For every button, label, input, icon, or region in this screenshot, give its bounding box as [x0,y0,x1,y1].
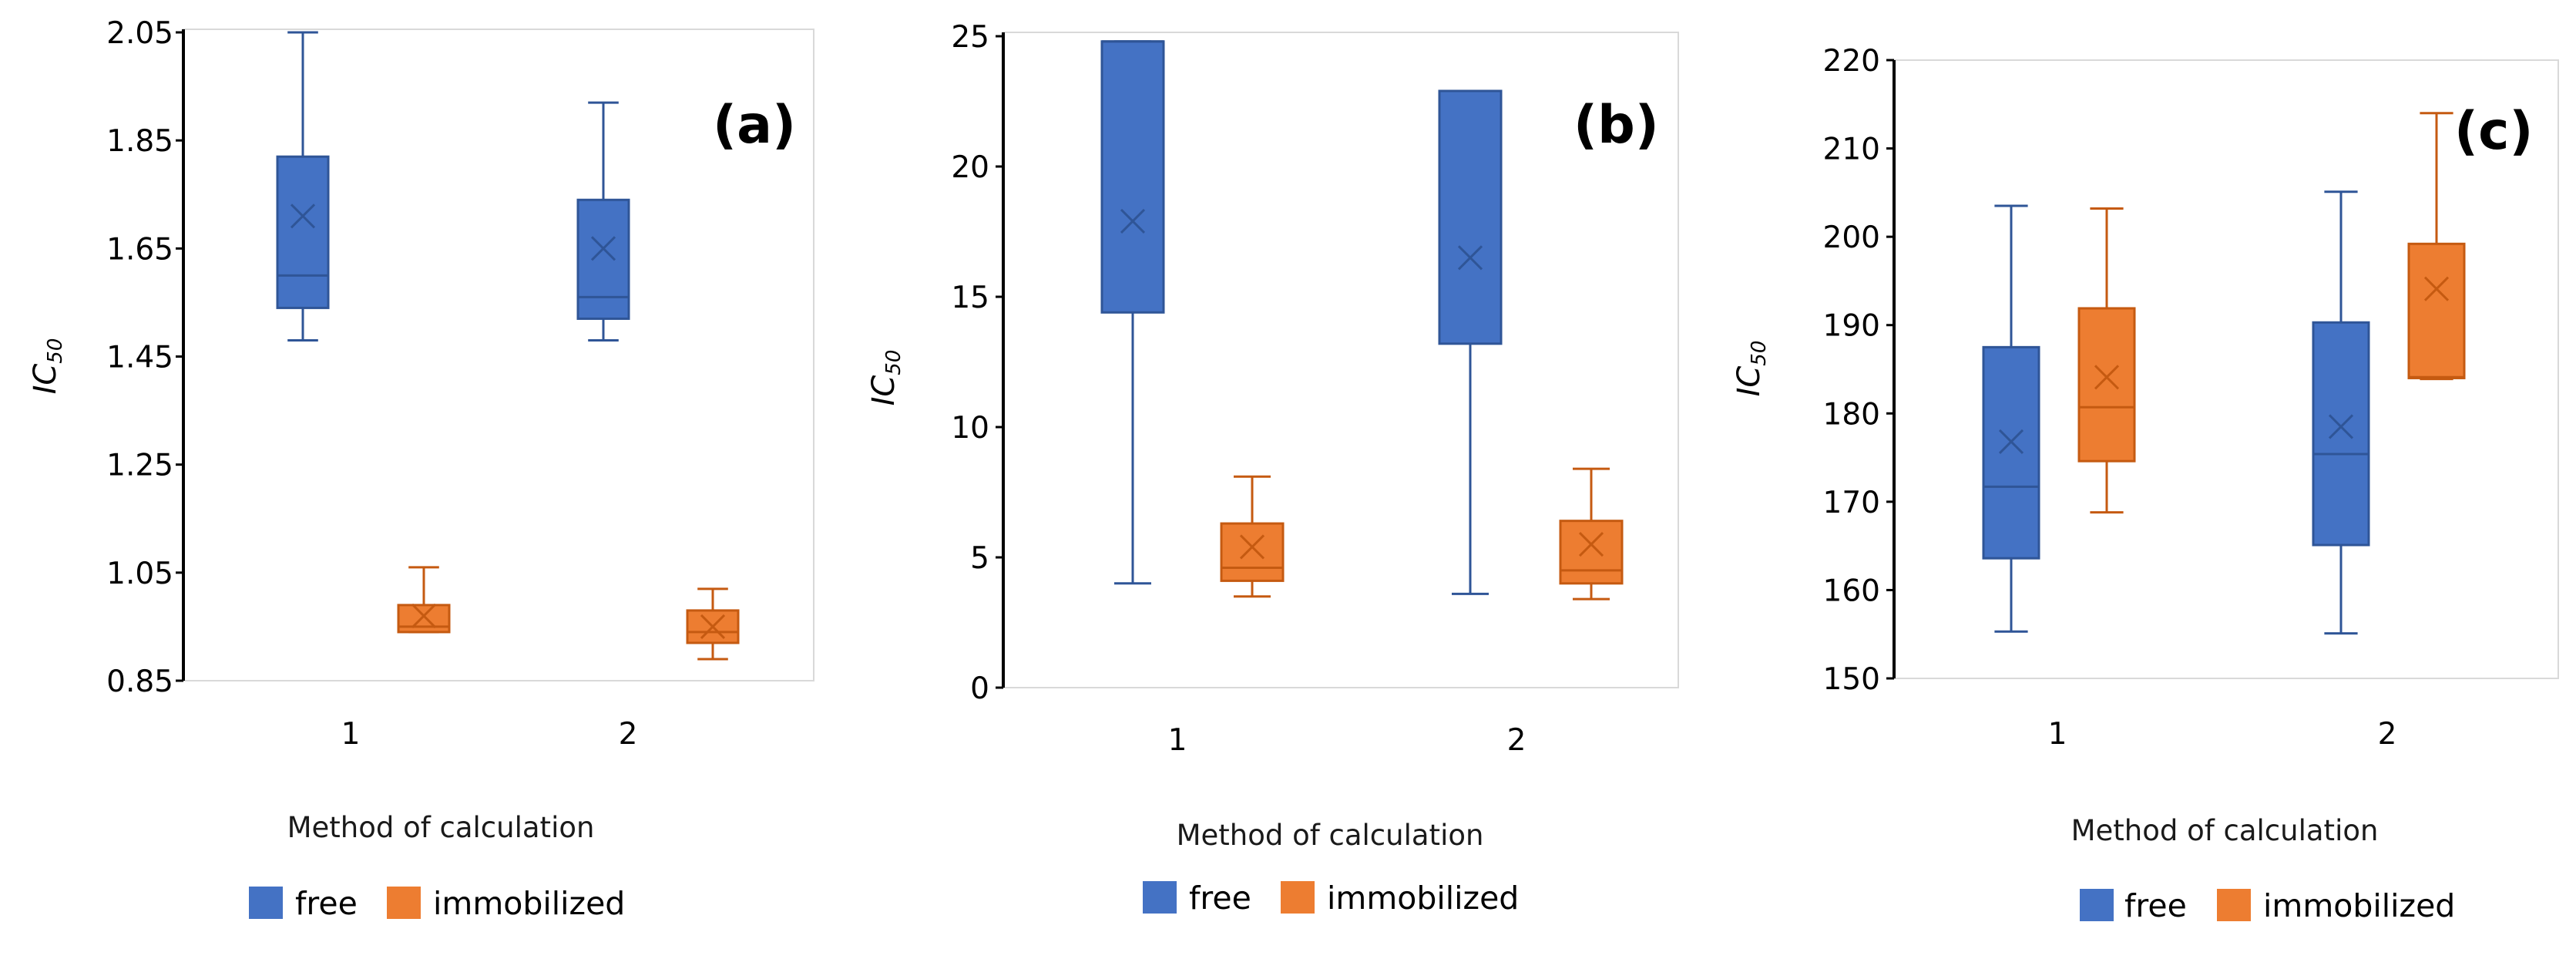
y-tick-label: 1.25 [106,449,173,483]
panel-label: (b) [1573,95,1659,156]
y-tick-label: 0 [970,671,989,706]
box-iqr [1438,89,1503,345]
legend: free immobilized [249,885,625,922]
y-tick-label: 10 [951,411,989,446]
y-tick-label: 2.05 [106,16,173,51]
chart-panel-b: 25 20 15 10 5 0 (b) IC50 1 2 Method of calcul… [866,20,1679,917]
legend-label-free: free [295,885,358,922]
x-axis-title: Method of calculation [1177,819,1484,852]
panel-label: (a) [713,95,796,156]
y-tick-label: 160 [1823,574,1880,608]
y-axis-ticks: 220 210 200 190 180 170 160 150 [1823,44,1894,697]
box-iqr [2077,307,2136,463]
y-tick-label: 190 [1823,309,1880,344]
box-free-1 [1100,40,1165,585]
box-iqr [1559,520,1624,585]
box-free-2 [1438,89,1503,595]
box-immobilized-1 [1220,475,1285,598]
x-category-label-2: 2 [1507,723,1526,758]
box-iqr [576,198,630,320]
legend-label-immobilized: immobilized [2263,887,2455,924]
y-tick-label: 1.45 [106,341,173,375]
legend-swatch-immobilized [1281,881,1315,914]
legend: free immobilized [1143,880,1519,917]
y-tick-label: 200 [1823,220,1880,255]
mean-marker [700,614,726,639]
mean-marker [1578,532,1604,557]
box-iqr [2312,321,2370,547]
box-iqr [1220,522,1285,582]
y-tick-label: 25 [951,20,989,55]
box-iqr [1100,40,1165,314]
legend-swatch-free [2080,889,2114,921]
y-axis-ticks: 2.05 1.85 1.65 1.45 1.25 1.05 0.85 [106,16,183,699]
box-immobilized-1 [2077,207,2136,514]
legend-label-immobilized: immobilized [1327,880,1519,917]
box-plots [1982,112,2466,635]
box-free-1 [276,31,330,342]
box-plots [1100,40,1624,601]
y-tick-label: 0.85 [106,665,173,699]
y-tick-label: 1.85 [106,124,173,159]
mean-marker [411,603,437,628]
box-immobilized-2 [2407,112,2466,381]
mean-marker [1239,534,1265,560]
box-iqr [397,604,451,634]
y-axis-title: IC50 [1731,341,1771,397]
y-tick-label: 5 [970,541,989,576]
legend-label-immobilized: immobilized [433,885,625,922]
y-tick-label: 180 [1823,397,1880,432]
x-axis-title: Method of calculation [287,811,595,844]
mean-marker [1120,208,1146,234]
x-category-label-2: 2 [2378,717,2397,752]
y-tick-label: 15 [951,281,989,315]
y-tick-label: 20 [951,150,989,185]
mean-marker [590,236,616,261]
box-immobilized-1 [397,566,451,634]
legend: free immobilized [2080,887,2455,924]
legend-swatch-immobilized [387,887,421,919]
mean-marker [2328,414,2354,439]
legend-swatch-free [249,887,283,919]
y-axis-title: IC50 [28,338,67,395]
x-category-label-1: 1 [2048,717,2067,752]
legend-swatch-immobilized [2217,889,2251,921]
y-tick-label: 150 [1823,662,1880,697]
y-tick-label: 210 [1823,133,1880,167]
y-tick-label: 170 [1823,486,1880,520]
x-axis-title: Method of calculation [2071,814,2379,847]
mean-marker [1457,245,1483,271]
box-free-2 [576,101,630,342]
y-axis-title: IC50 [866,350,905,406]
box-iqr [2407,242,2466,379]
box-immobilized-2 [1559,467,1624,601]
box-plots [276,31,740,661]
box-iqr [1982,345,2040,560]
chart-panel-a: 2.051.851.651.451.251.050.85 (a) IC50 1 … [28,16,814,922]
box-iqr [276,155,330,309]
x-category-label-2: 2 [619,717,638,752]
panel-label: (c) [2454,101,2533,162]
x-category-label-1: 1 [1168,723,1187,758]
mean-marker [2094,365,2120,390]
box-immobilized-2 [686,587,740,661]
mean-marker [1998,429,2024,455]
chart-panel-c: 220 210 200 190 180 170 160 150 (c) IC50 1 2 Me… [1731,44,2559,924]
y-tick-label: 220 [1823,44,1880,79]
box-free-2 [2312,190,2370,635]
x-category-label-1: 1 [341,717,361,752]
mean-marker [2423,276,2450,301]
mean-marker [290,204,316,229]
legend-swatch-free [1143,881,1177,914]
y-tick-label: 1.65 [106,232,173,267]
legend-label-free: free [1189,880,1251,917]
y-tick-label: 1.05 [106,557,173,591]
legend-label-free: free [2124,887,2187,924]
box-free-1 [1982,204,2040,633]
y-axis-ticks: 25 20 15 10 5 0 [951,20,1003,706]
